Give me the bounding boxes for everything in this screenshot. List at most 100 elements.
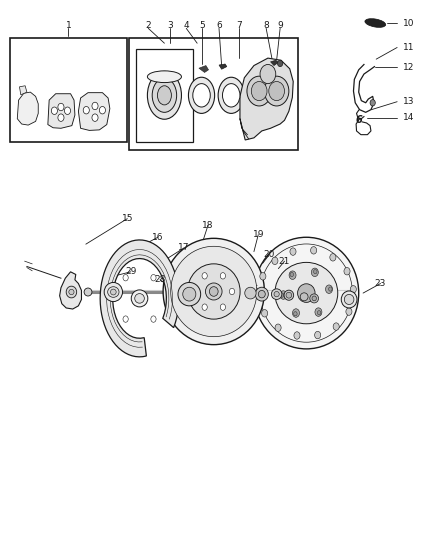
- Ellipse shape: [84, 288, 92, 296]
- Circle shape: [220, 304, 226, 310]
- Circle shape: [330, 254, 336, 261]
- Ellipse shape: [148, 71, 181, 119]
- Ellipse shape: [152, 78, 177, 112]
- Text: 6: 6: [355, 115, 362, 125]
- Circle shape: [151, 316, 156, 322]
- Ellipse shape: [209, 287, 218, 296]
- Text: 21: 21: [279, 257, 290, 265]
- Ellipse shape: [341, 291, 357, 308]
- Ellipse shape: [275, 262, 338, 324]
- Circle shape: [278, 60, 283, 67]
- Circle shape: [350, 286, 357, 293]
- Circle shape: [251, 82, 267, 101]
- Circle shape: [99, 107, 106, 114]
- Ellipse shape: [131, 290, 148, 307]
- Text: 5: 5: [200, 21, 205, 30]
- Text: 4: 4: [184, 21, 189, 30]
- Ellipse shape: [157, 86, 171, 105]
- Text: 3: 3: [167, 21, 173, 30]
- Ellipse shape: [104, 282, 123, 302]
- Circle shape: [314, 332, 321, 339]
- Text: 15: 15: [122, 214, 133, 223]
- Text: 17: 17: [178, 244, 190, 253]
- Polygon shape: [78, 93, 110, 131]
- Text: 20: 20: [264, 251, 275, 260]
- Ellipse shape: [297, 284, 315, 302]
- Ellipse shape: [300, 293, 308, 301]
- Ellipse shape: [218, 77, 244, 114]
- Ellipse shape: [286, 292, 292, 298]
- Circle shape: [123, 316, 128, 322]
- Circle shape: [311, 268, 318, 277]
- Circle shape: [92, 102, 98, 110]
- Circle shape: [123, 274, 128, 281]
- Polygon shape: [48, 94, 75, 128]
- Ellipse shape: [163, 238, 265, 345]
- Circle shape: [247, 76, 272, 106]
- Ellipse shape: [272, 289, 282, 300]
- Ellipse shape: [274, 292, 279, 297]
- Text: 23: 23: [375, 279, 386, 288]
- Circle shape: [275, 324, 281, 332]
- Ellipse shape: [254, 237, 359, 349]
- Circle shape: [260, 64, 276, 84]
- Text: 2: 2: [145, 21, 151, 30]
- Text: 27: 27: [173, 282, 184, 291]
- Circle shape: [220, 273, 226, 279]
- Circle shape: [151, 274, 156, 281]
- Circle shape: [293, 312, 297, 316]
- Circle shape: [333, 323, 339, 330]
- Text: 6: 6: [216, 21, 222, 30]
- Circle shape: [318, 311, 321, 315]
- Circle shape: [269, 82, 285, 101]
- Ellipse shape: [110, 289, 116, 295]
- Text: 12: 12: [403, 63, 415, 71]
- Ellipse shape: [66, 286, 77, 298]
- Polygon shape: [19, 86, 27, 95]
- Circle shape: [265, 76, 289, 106]
- Circle shape: [294, 332, 300, 339]
- Circle shape: [289, 271, 296, 279]
- Polygon shape: [240, 58, 293, 140]
- Polygon shape: [199, 66, 208, 72]
- Polygon shape: [271, 60, 279, 66]
- Circle shape: [202, 273, 207, 279]
- Circle shape: [346, 308, 352, 316]
- Circle shape: [280, 291, 287, 299]
- Circle shape: [370, 100, 375, 106]
- Circle shape: [261, 310, 268, 317]
- Circle shape: [64, 107, 71, 115]
- Bar: [11, 38, 127, 142]
- Circle shape: [256, 291, 262, 298]
- Text: 7: 7: [236, 21, 241, 30]
- Circle shape: [315, 308, 322, 317]
- Ellipse shape: [365, 19, 386, 27]
- Text: 24: 24: [292, 295, 303, 304]
- Text: 9: 9: [277, 21, 283, 30]
- Circle shape: [344, 268, 350, 275]
- Ellipse shape: [312, 296, 316, 301]
- Ellipse shape: [187, 264, 240, 319]
- Circle shape: [92, 114, 98, 122]
- Circle shape: [260, 272, 266, 280]
- Ellipse shape: [245, 287, 256, 299]
- Bar: [130, 38, 297, 150]
- Ellipse shape: [344, 294, 354, 304]
- Text: 11: 11: [403, 43, 415, 52]
- Ellipse shape: [310, 294, 318, 303]
- Ellipse shape: [135, 294, 145, 303]
- Circle shape: [290, 248, 296, 255]
- Ellipse shape: [171, 246, 257, 337]
- Polygon shape: [219, 64, 227, 69]
- Text: 13: 13: [403, 97, 415, 106]
- Circle shape: [83, 107, 89, 114]
- Ellipse shape: [69, 289, 74, 295]
- Text: 22: 22: [307, 265, 318, 273]
- Circle shape: [290, 272, 293, 277]
- Polygon shape: [100, 240, 179, 357]
- Text: 26: 26: [247, 285, 259, 294]
- Ellipse shape: [183, 287, 196, 301]
- Circle shape: [230, 288, 235, 295]
- Ellipse shape: [148, 71, 181, 83]
- Text: 16: 16: [152, 233, 164, 242]
